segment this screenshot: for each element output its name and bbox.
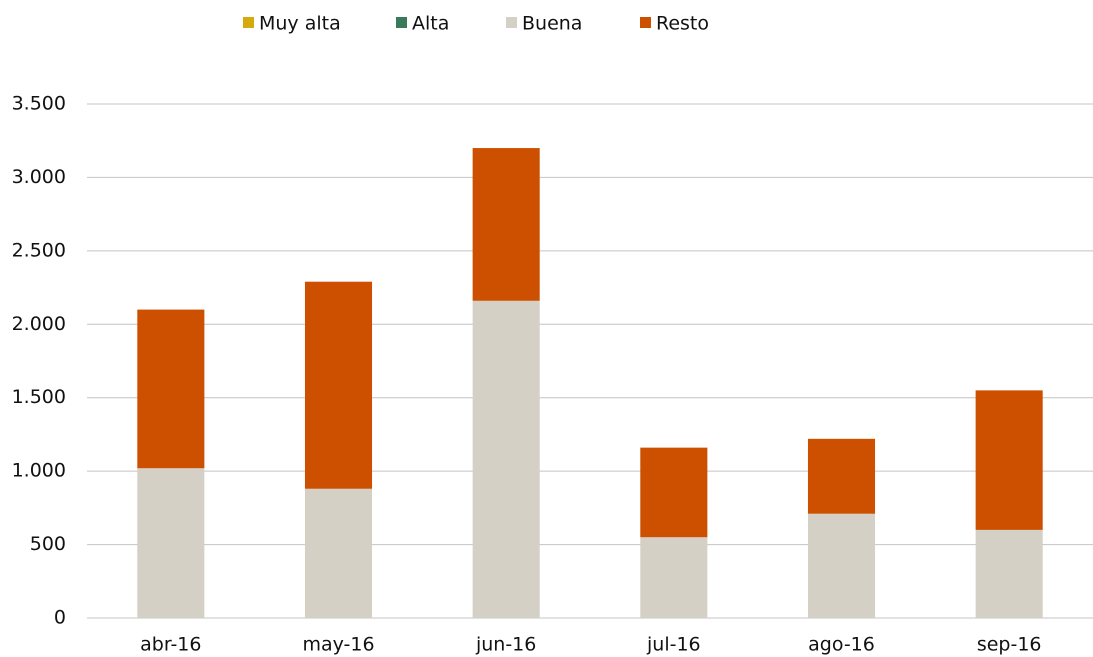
legend-label: Resto — [656, 13, 709, 35]
legend-swatch — [640, 17, 651, 28]
x-tick-label: sep-16 — [977, 634, 1042, 656]
y-tick-label: 2.000 — [12, 313, 66, 335]
legend-label: Buena — [522, 13, 582, 35]
bar-segment — [807, 438, 876, 514]
legend-swatch — [506, 17, 517, 28]
bar-segment — [807, 513, 876, 618]
y-tick-label: 2.500 — [12, 239, 66, 261]
x-tick-label: ago-16 — [808, 634, 875, 656]
x-tick-label: jun-16 — [475, 634, 536, 656]
bar-segment — [304, 281, 373, 489]
y-tick-label: 1.500 — [12, 386, 66, 408]
x-tick-label: may-16 — [302, 634, 374, 656]
bar-segment — [640, 537, 708, 618]
y-tick-label: 3.000 — [12, 166, 66, 188]
legend-label: Muy alta — [259, 13, 341, 35]
y-tick-label: 500 — [30, 533, 66, 555]
legend-swatch — [243, 17, 254, 28]
y-tick-label: 3.500 — [12, 93, 66, 115]
y-tick-label: 1.000 — [12, 460, 66, 482]
bar-segment — [304, 488, 373, 618]
bar-segment — [640, 447, 708, 538]
x-tick-label: jul-16 — [646, 634, 701, 656]
legend-label: Alta — [412, 13, 449, 35]
bar-segment — [975, 390, 1043, 530]
bar-segment — [975, 529, 1043, 618]
bar-segment — [472, 148, 540, 301]
x-tick-label: abr-16 — [140, 634, 201, 656]
bar-segment — [137, 468, 205, 618]
bar-segment — [137, 309, 205, 469]
y-tick-label: 0 — [54, 607, 66, 629]
legend-swatch — [396, 17, 407, 28]
bar-segment — [472, 300, 540, 618]
